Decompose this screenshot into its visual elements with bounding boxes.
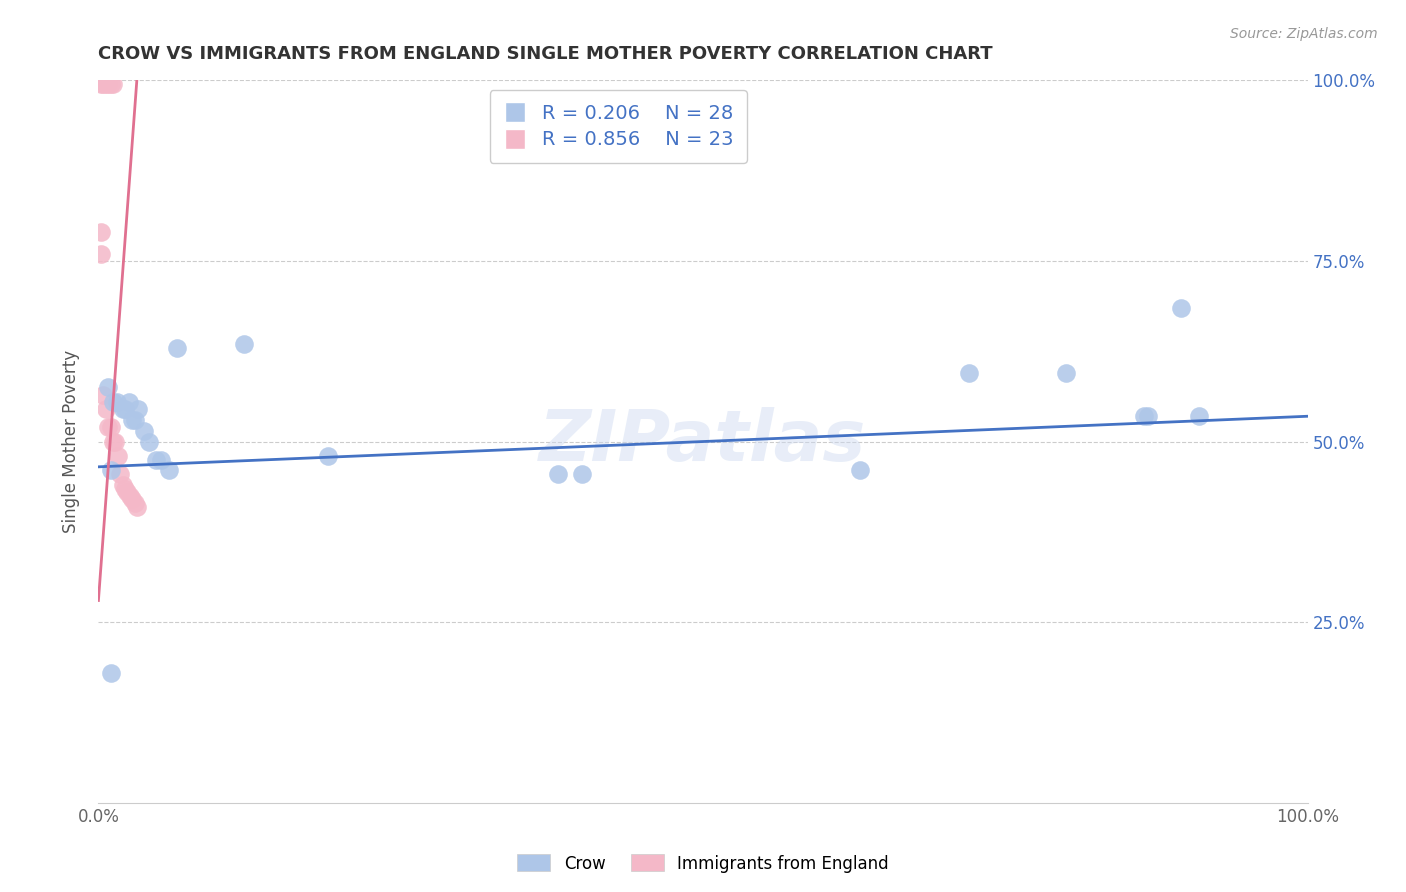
Point: [124, 413, 146, 427]
Point: [100, 77, 122, 91]
Point: [91, 77, 114, 91]
Text: ZIPatlas: ZIPatlas: [540, 407, 866, 476]
Point: [1170, 301, 1192, 315]
Point: [101, 394, 124, 409]
Point: [107, 449, 129, 463]
Point: [138, 434, 160, 449]
Text: Source: ZipAtlas.com: Source: ZipAtlas.com: [1230, 27, 1378, 41]
Point: [232, 337, 254, 351]
Point: [100, 463, 122, 477]
Point: [957, 366, 980, 380]
Point: [121, 492, 143, 507]
Point: [166, 341, 188, 355]
Point: [111, 402, 134, 417]
Point: [134, 424, 156, 438]
Point: [127, 500, 149, 514]
Point: [101, 77, 124, 91]
Point: [90, 77, 112, 91]
Point: [124, 496, 146, 510]
Point: [849, 463, 872, 477]
Point: [101, 434, 124, 449]
Point: [97, 77, 120, 91]
Point: [105, 394, 128, 409]
Point: [94, 77, 117, 91]
Point: [118, 489, 141, 503]
Point: [91, 387, 114, 401]
Point: [316, 449, 339, 463]
Point: [145, 452, 167, 467]
Point: [90, 225, 112, 239]
Point: [97, 420, 120, 434]
Text: CROW VS IMMIGRANTS FROM ENGLAND SINGLE MOTHER POVERTY CORRELATION CHART: CROW VS IMMIGRANTS FROM ENGLAND SINGLE M…: [98, 45, 993, 63]
Point: [157, 463, 180, 477]
Point: [100, 665, 122, 680]
Point: [1054, 366, 1077, 380]
Point: [104, 434, 127, 449]
Point: [114, 402, 136, 417]
Point: [90, 246, 112, 260]
Point: [121, 413, 143, 427]
Point: [571, 467, 593, 481]
Point: [150, 452, 173, 467]
Point: [127, 402, 149, 417]
Point: [1133, 409, 1156, 424]
Legend: Crow, Immigrants from England: Crow, Immigrants from England: [510, 847, 896, 880]
Y-axis label: Single Mother Poverty: Single Mother Poverty: [62, 350, 80, 533]
Point: [117, 485, 139, 500]
Point: [100, 420, 122, 434]
Point: [111, 478, 134, 492]
Point: [547, 467, 569, 481]
Point: [108, 467, 131, 481]
Legend: R = 0.206    N = 28, R = 0.856    N = 23: R = 0.206 N = 28, R = 0.856 N = 23: [489, 90, 747, 163]
Point: [94, 402, 117, 417]
Point: [1188, 409, 1211, 424]
Point: [118, 394, 141, 409]
Point: [114, 482, 136, 496]
Point: [97, 380, 120, 394]
Point: [1136, 409, 1159, 424]
